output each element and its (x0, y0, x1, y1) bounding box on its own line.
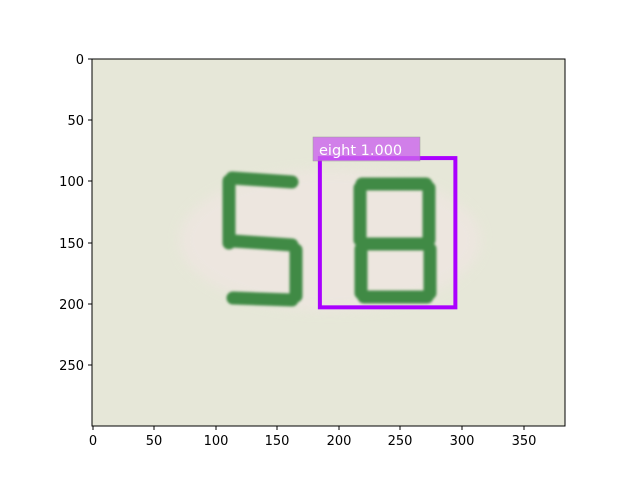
y-tick-label: 0 (76, 53, 84, 68)
digit-eight (353, 177, 437, 304)
x-tick-label: 250 (388, 434, 413, 449)
y-tick-label: 50 (67, 114, 84, 129)
digit-halo (180, 170, 480, 310)
x-axis: 0 50 100 150 200 250 300 350 (89, 426, 537, 449)
y-axis: 0 50 100 150 200 250 (59, 53, 92, 374)
x-tick-label: 350 (512, 434, 537, 449)
detection-label-background (312, 136, 421, 162)
x-tick-label: 200 (327, 434, 352, 449)
x-tick-label: 100 (204, 434, 229, 449)
y-tick-label: 250 (59, 359, 84, 374)
x-tick-label: 300 (450, 434, 475, 449)
digit-five (222, 171, 303, 307)
x-tick-label: 0 (89, 434, 97, 449)
image-panel: eight 1.000 (92, 59, 565, 426)
x-tick-label: 50 (146, 434, 163, 449)
y-tick-label: 200 (59, 298, 84, 313)
x-tick-label: 150 (265, 434, 290, 449)
detection-label: eight 1.000 (319, 143, 402, 159)
y-tick-label: 150 (59, 237, 84, 252)
y-tick-label: 100 (59, 175, 84, 190)
